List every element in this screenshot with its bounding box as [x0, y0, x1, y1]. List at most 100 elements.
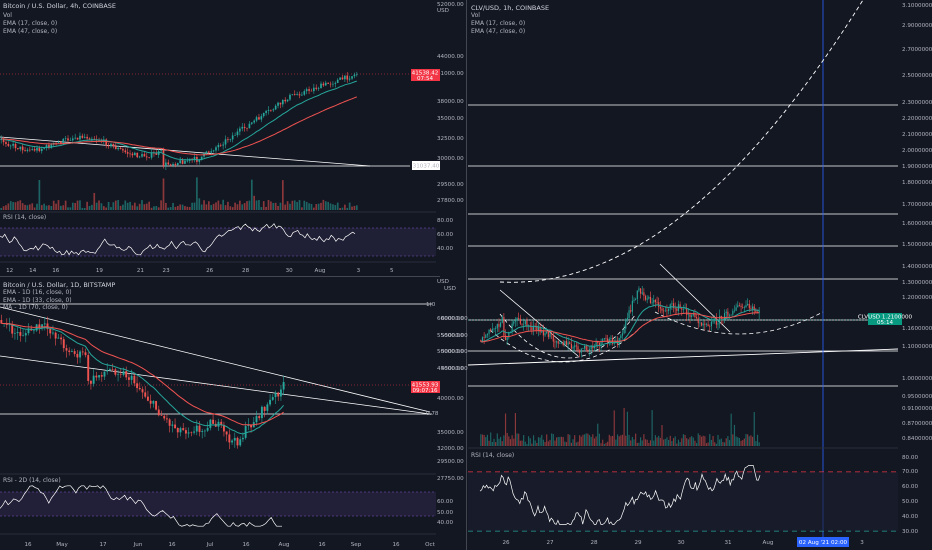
x-tick-label: 21	[137, 268, 145, 274]
volume-bar	[308, 203, 310, 210]
indicator-ma70[interactable]: MA - 1D (70, close, 0)	[3, 304, 68, 311]
volume-bar	[511, 435, 513, 446]
indicator-ema47[interactable]: EMA (47, close, 0)	[471, 28, 526, 35]
indicator-ema17[interactable]: EMA (17, close, 0)	[471, 20, 526, 27]
volume-bar	[745, 434, 747, 446]
volume-bar	[557, 436, 559, 446]
btc4h-candle	[160, 150, 162, 152]
btc4h-candle	[200, 156, 203, 161]
volume-bar	[709, 434, 711, 446]
x-tick-label: 16	[52, 268, 60, 274]
rsi-label[interactable]: RSI - 2D (14, close)	[3, 477, 61, 484]
y-tick-label: 35000.00	[437, 116, 464, 122]
btc4h-candle	[191, 158, 193, 160]
btc4h-candle	[217, 144, 220, 148]
clv1h-candle	[735, 307, 737, 311]
volume-bar	[141, 200, 143, 210]
x-tick-label: Aug	[279, 542, 290, 548]
btc4h-candle	[212, 150, 215, 152]
volume-bar	[40, 205, 43, 210]
volume-bar	[207, 201, 210, 210]
volume-bar	[62, 205, 65, 210]
price-badge-value: CLVUSD 1.2100000	[858, 315, 913, 321]
volume-bar	[234, 202, 236, 210]
volume-bar	[560, 436, 563, 446]
panel-clv-1h[interactable]: CLV/USD, 1h, COINBASE Vol EMA (17, close…	[468, 0, 932, 550]
volume-bar	[608, 434, 610, 446]
btc4h-candle	[298, 94, 301, 96]
x-tick-label: 16	[392, 542, 400, 548]
clv1h-candle	[653, 300, 655, 303]
clv1h-candle	[608, 338, 610, 343]
btc4h-candle	[279, 102, 282, 105]
btc4h-candle	[332, 83, 334, 85]
volume-bar	[110, 207, 112, 210]
rsi-tick-label: 70.00	[902, 469, 918, 475]
volume-bar	[317, 203, 320, 210]
rsi-tick-label: 60.00	[902, 484, 918, 490]
clv1h-candle	[580, 348, 582, 353]
btc4h-candle	[176, 163, 179, 166]
y-tick-label: 40000.00	[437, 396, 464, 402]
btc4h-candle	[339, 77, 341, 80]
volume-bar	[67, 207, 69, 210]
clv1h-candle	[514, 320, 516, 322]
rsi-band	[468, 472, 898, 531]
volume-bar	[740, 440, 742, 446]
indicator-ema33[interactable]: EMA - 1D (33, close, 0)	[3, 297, 72, 304]
btc1d-candle	[239, 439, 242, 446]
clv1h-candle	[686, 308, 688, 315]
btc1d-candle	[152, 400, 155, 404]
btc1d-candle	[184, 430, 187, 434]
indicator-vol[interactable]: Vol	[471, 12, 480, 19]
clv1h-candle	[602, 339, 604, 343]
clv1h-candle	[649, 297, 652, 303]
clv1h-candle	[752, 306, 754, 309]
indicator-vol[interactable]: Vol	[3, 12, 12, 19]
volume-bar	[289, 203, 291, 210]
rsi-label[interactable]: RSI (14, close)	[3, 214, 47, 221]
btc1d-candle	[279, 389, 282, 397]
volume-bar	[631, 436, 633, 446]
volume-bar	[179, 204, 182, 210]
clv1h-candle	[488, 329, 490, 334]
volume-bar	[490, 432, 492, 446]
clv1h-candle	[694, 313, 696, 318]
volume-bar	[724, 442, 726, 446]
volume-bar	[580, 436, 582, 446]
btc4h-candle	[14, 143, 17, 149]
clv1h-candle	[607, 338, 609, 343]
btc4h-candle	[71, 138, 74, 141]
clv1h-candle	[588, 349, 591, 351]
volume-bar	[203, 200, 205, 210]
date-badge-value: 02 Aug '21 02:00	[799, 540, 848, 546]
volume-bar	[623, 407, 625, 446]
indicator-ema17[interactable]: EMA (17, close, 0)	[3, 20, 58, 27]
clv1h-candle	[709, 326, 711, 327]
volume-bar	[697, 433, 699, 446]
rsi-label[interactable]: RSI (14, close)	[471, 452, 515, 459]
volume-bar	[603, 443, 605, 446]
btc1d-candle	[76, 353, 79, 358]
btc1d-candle	[160, 415, 163, 416]
hline-badge-value: 31037.40	[413, 164, 440, 170]
volume-bar	[184, 206, 186, 210]
volume-bar	[248, 200, 251, 210]
btc4h-candle	[169, 164, 172, 166]
indicator-ema16[interactable]: EMA - 1D (16, close, 0)	[3, 289, 72, 296]
volume-bar	[702, 435, 704, 446]
clv1h-candle	[597, 341, 599, 343]
volume-bar	[704, 436, 706, 446]
volume-bar	[112, 202, 115, 210]
indicator-ema47[interactable]: EMA (47, close, 0)	[3, 28, 58, 35]
fib-label: 0.78	[426, 411, 439, 417]
btc1d-candle	[282, 382, 285, 390]
volume-bar	[64, 200, 67, 210]
clv1h-candle	[656, 302, 658, 303]
volume-bar	[193, 202, 196, 210]
panel-btc-1d[interactable]: Bitcoin / U.S. Dollar, 1D, BITSTAMP EMA …	[0, 277, 440, 550]
volume-bar	[293, 200, 296, 210]
btc1d-candle	[222, 424, 225, 432]
clv1h-candle	[519, 318, 521, 324]
panel-btc-4h[interactable]: Bitcoin / U.S. Dollar, 4h, COINBASE Vol …	[0, 0, 440, 276]
